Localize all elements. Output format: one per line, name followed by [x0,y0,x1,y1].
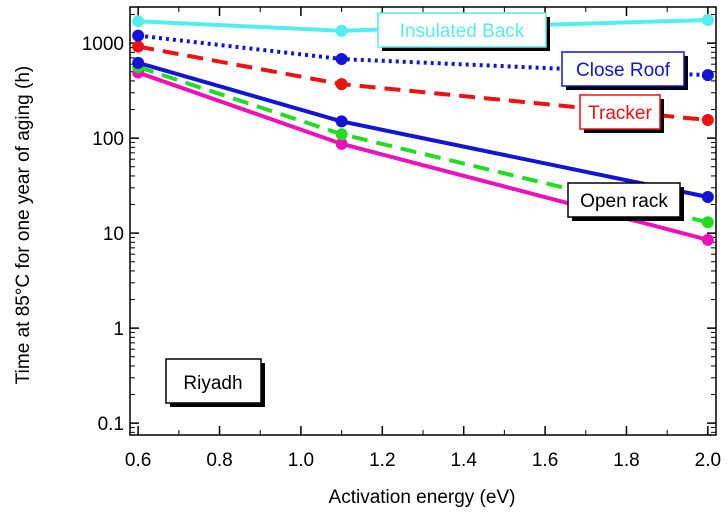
series-point [701,216,714,229]
series-point [335,24,348,37]
series-point [132,40,145,53]
series-label: Open rack [567,182,684,221]
series-point [701,69,714,82]
x-tick-label: 1.0 [288,450,314,471]
series-point [335,115,348,128]
x-tick-label: 1.8 [613,450,639,471]
y-tick-label: 10 [103,224,124,245]
series-label-box [561,51,685,87]
annotation-text: Riyadh [183,373,242,394]
x-tick-label: 0.8 [206,450,232,471]
y-tick-label: 100 [92,129,124,150]
series-point [132,56,145,69]
series-point [701,14,714,27]
series-label-text: Close Roof [576,60,671,81]
series-point [335,53,348,66]
x-tick-label: 1.4 [450,450,477,471]
series-point [701,191,714,204]
location-annotation: Riyadh [165,358,265,407]
x-tick-label: 1.6 [532,450,558,471]
series-labels: Insulated Back Close Roof Tracker Open rack [377,12,688,221]
annotation-box [165,358,262,404]
x-tick-label: 2.0 [695,450,721,471]
series-point [335,78,348,91]
series-label-box [377,12,547,48]
series-label-text: Open rack [580,191,668,212]
series-point [335,137,348,150]
series-point [132,29,145,42]
series-label-box [579,94,661,130]
x-tick-label: 1.2 [369,450,395,471]
series-label: Close Roof [561,51,688,90]
y-axis-label: Time at 85°C for one year of aging (h) [13,66,34,384]
x-axis-ticks: 0.6 0.8 1.0 1.2 1.4 1.6 1.8 2.0 [125,7,721,471]
series-label: Insulated Back [377,12,550,51]
y-tick-label: 1000 [82,34,124,55]
y-tick-label: 0.1 [98,414,124,435]
series-label-box [567,182,681,218]
x-axis-label: Activation energy (eV) [329,487,516,508]
y-tick-label: 1 [113,319,124,340]
series-label: Tracker [579,94,664,133]
series-point [335,128,348,141]
series-label-text: Tracker [588,103,652,124]
series-point [701,114,714,127]
series-label-text: Insulated Back [400,21,525,42]
series-point [132,15,145,28]
x-tick-label: 0.6 [125,450,151,471]
series-point [701,233,714,246]
